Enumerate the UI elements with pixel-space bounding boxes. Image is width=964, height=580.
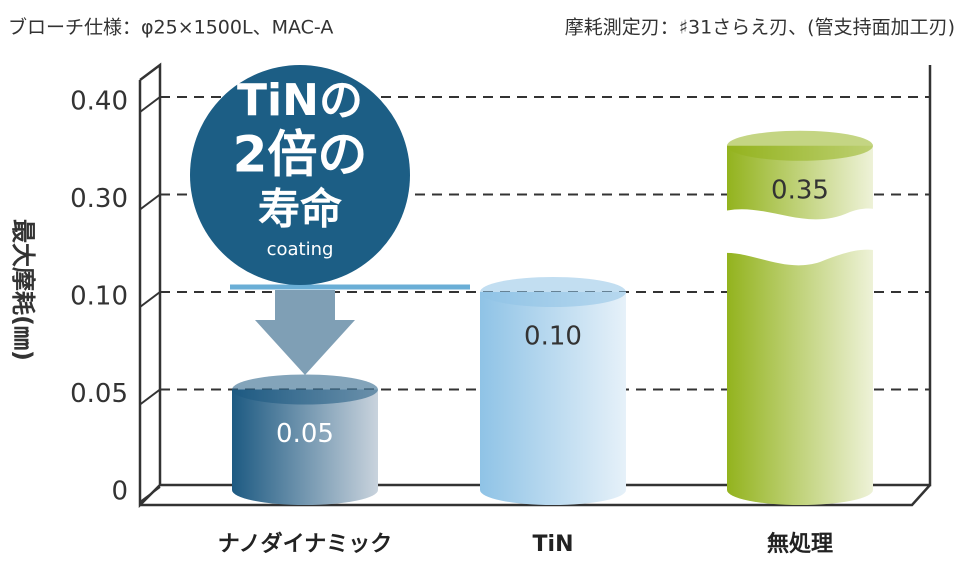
y-tick: [139, 388, 161, 406]
subtitle: ブローチ仕様：φ25×1500L、MAC-A: [8, 16, 333, 39]
callout-text: TiNの: [237, 75, 363, 126]
x-tick-label: 無処理: [767, 531, 833, 557]
callout-circle: [190, 65, 410, 285]
break-band: [712, 208, 890, 266]
y-tick-label: 0.40: [70, 87, 128, 117]
bar-top: [727, 130, 873, 161]
annotation: 摩耗測定刃：♯31さらえ刃、(管支持面加工刃): [565, 17, 955, 39]
callout: TiNの 2倍の 寿命 coating: [190, 65, 470, 375]
value-label: 0.35: [771, 175, 829, 205]
value-label: 0.10: [524, 322, 582, 352]
y-tick: [139, 486, 161, 503]
down-arrow: [255, 290, 355, 375]
bar: [727, 145, 873, 490]
y-axis-label: 最大摩耗(㎜): [9, 219, 37, 361]
x-tick-label: ナノダイナミック: [218, 531, 392, 557]
y-tick-label: 0.05: [70, 379, 128, 409]
x-tick-label: TiN: [533, 532, 574, 557]
y-tick: [139, 291, 161, 308]
callout-text: 2倍の: [233, 126, 368, 184]
bar-top: [232, 374, 378, 405]
y-tick-label: 0.10: [70, 282, 128, 312]
y-tick: [139, 96, 161, 113]
callout-text: 寿命: [258, 185, 342, 234]
y-tick-label: 0.30: [70, 184, 128, 214]
axes-frame: [138, 62, 932, 509]
callout-text: coating: [267, 239, 334, 260]
value-label: 0.05: [276, 419, 334, 449]
bar-top: [480, 277, 626, 307]
axis-box: [138, 62, 932, 509]
axis-break: [712, 208, 890, 266]
bar: [480, 292, 626, 490]
y-tick: [139, 193, 161, 211]
bars: 0.05 ナノダイナミック 0.10 TiN 0.35 無処理: [218, 130, 873, 557]
y-tick-label: 0: [111, 477, 128, 507]
bar: [232, 389, 378, 490]
